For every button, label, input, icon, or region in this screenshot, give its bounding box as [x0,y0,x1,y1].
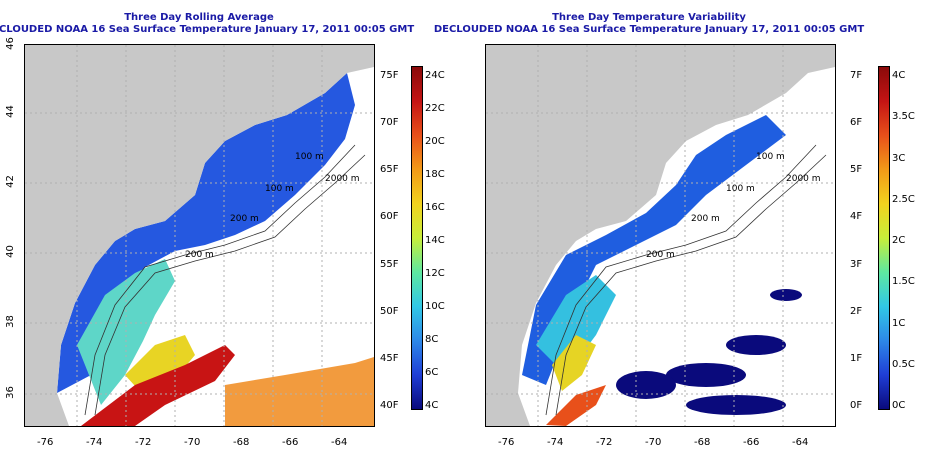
colorbar-label-celsius: 8C [425,334,439,345]
colorbar-label-celsius: 3.5C [892,111,915,123]
colorbar-label-celsius: 3C [892,152,906,164]
colorbar-label-celsius: 14C [425,235,445,246]
colorbar-label-celsius: 20C [425,136,445,147]
panel-subtitle: DECLOUDED NOAA 16 Sea Surface Temperatur… [0,24,415,35]
contour-label-100m: 100 m [756,152,785,162]
x-tick: -74 [86,437,103,448]
x-tick: -68 [233,437,250,448]
colorbar-label-celsius: 0.5C [892,358,915,370]
variability-field-blue [522,115,786,385]
x-tick: -76 [498,437,515,448]
contour-label-200m: 200 m [646,250,675,260]
y-tick: 44 [4,105,16,118]
colorbar-label-celsius: 6C [425,367,439,378]
colorbar-label-fahrenheit: 2F [850,305,863,317]
contour-label-100m: 100 m [295,152,324,162]
colorbar-label-fahrenheit: 45F [380,352,399,364]
x-tick: -74 [547,437,564,448]
x-tick: -72 [135,437,152,448]
contour-label-200m: 200 m [691,214,720,224]
variability-field-yellow [552,335,596,391]
colorbar-label-fahrenheit: 70F [380,117,399,129]
x-tick: -66 [282,437,299,448]
colorbar-label-celsius: 2C [892,235,906,246]
colorbar-label-fahrenheit: 60F [380,211,399,223]
sst-average-map: 100 m 100 m 200 m 200 m 2000 m [24,44,375,427]
colorbar-label-celsius: 12C [425,268,445,279]
colorbar-label-celsius: 1.5C [892,276,915,288]
x-tick: -72 [596,437,613,448]
colorbar-label-fahrenheit: 40F [380,400,399,411]
x-tick: -76 [37,437,54,448]
sst-variability-panel: Three Day Temperature Variability DECLOU… [434,0,950,475]
colorbar-label-fahrenheit: 1F [850,352,863,364]
colorbar-label-fahrenheit: 55F [380,258,399,270]
x-tick: -70 [184,437,201,448]
x-tick: -70 [645,437,662,448]
panel-title: Three Day Temperature Variability [552,12,746,23]
land-mass [486,45,835,426]
y-tick: 46 [4,37,16,50]
contour-label-100m: 100 m [265,184,294,194]
colorbar-label-fahrenheit: 0F [850,400,863,411]
sst-average-panel: Three Day Rolling Average DECLOUDED NOAA… [0,12,445,448]
y-tick: 42 [4,175,16,188]
sst-field-hot [81,345,235,426]
y-tick: 40 [4,245,16,258]
colorbar-label-fahrenheit: 65F [380,164,399,176]
contour-label-2000m: 2000 m [786,174,821,184]
colorbar-label-celsius: 10C [425,301,445,312]
sst-field-cold [57,73,355,393]
x-tick: -66 [743,437,760,448]
colorbar-label-fahrenheit: 4F [850,211,863,223]
colorbar-label-celsius: 2.5C [892,193,915,205]
panel-subtitle: DECLOUDED NOAA 16 Sea Surface Temperatur… [433,24,865,35]
contour-label-2000m: 2000 m [325,174,360,184]
colorbar-label-celsius: 4C [425,400,439,411]
colorbar-label-fahrenheit: 75F [380,70,399,81]
sst-variability-map: 100 m 100 m 200 m 200 m 2000 m [485,44,836,427]
colorbar-label-fahrenheit: 7F [850,70,863,81]
colorbar-label-celsius: 16C [425,202,445,213]
colorbar-label-fahrenheit: 6F [850,117,863,129]
colorbar-label-celsius: 22C [425,103,445,114]
contour-label-200m: 200 m [185,250,214,260]
x-tick: -64 [331,437,348,448]
x-tick: -64 [792,437,809,448]
colorbar-label-celsius: 0C [892,400,906,411]
contour-label-100m: 100 m [726,184,755,194]
variability-field-warm [546,385,606,426]
panel-title: Three Day Rolling Average [124,12,274,23]
y-tick: 38 [4,315,16,328]
colorbar [411,66,423,410]
colorbar-label-fahrenheit: 50F [380,305,399,317]
sst-field-orange [225,357,374,426]
colorbar-label-fahrenheit: 3F [850,258,863,270]
colorbar-label-fahrenheit: 5F [850,164,863,176]
colorbar-label-celsius: 4C [892,70,906,81]
land-mass [25,45,374,426]
variability-field-teal [536,275,616,375]
x-tick: -68 [694,437,711,448]
sst-field-warm [125,335,195,397]
colorbar-label-celsius: 18C [425,169,445,180]
contour-label-200m: 200 m [230,214,259,224]
colorbar-label-celsius: 24C [425,70,445,81]
y-tick: 36 [4,386,16,399]
colorbar-label-celsius: 1C [892,317,906,329]
colorbar [878,66,890,410]
